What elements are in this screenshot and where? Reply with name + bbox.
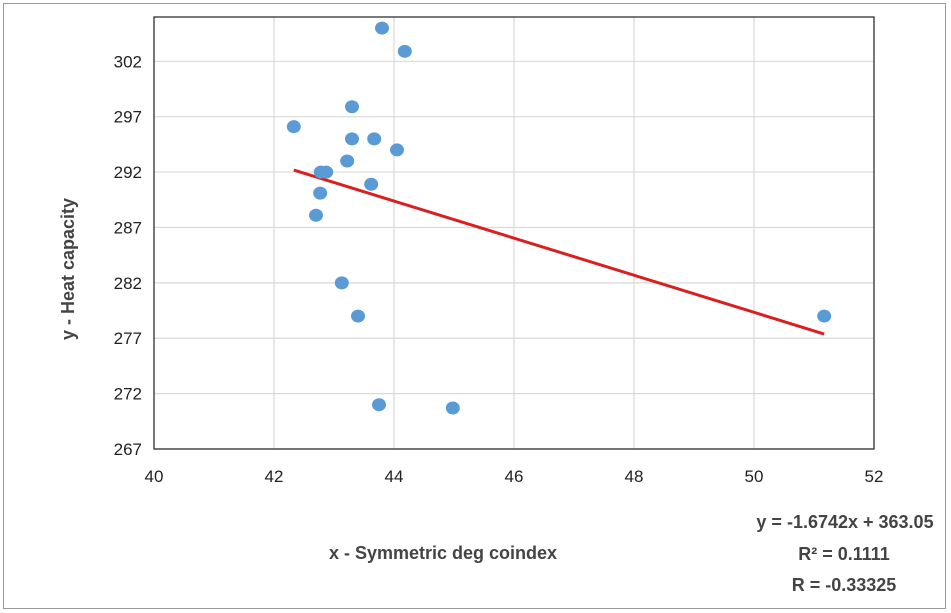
scatter-chart: 40 42 44 46 48 50 52 267272277282287292297302 … xyxy=(4,4,947,610)
x-tick-label-0: 40 xyxy=(145,467,164,486)
data-point-1 xyxy=(398,45,412,58)
y-tick-labels: 267 272 277 282 287 292 297 302 xyxy=(114,52,142,459)
x-tick-label-6: 52 xyxy=(865,467,884,486)
data-point-16 xyxy=(372,398,386,411)
chart-frame: 40 42 44 46 48 50 52 267 272 277 282 287 292 297 302 … xyxy=(3,3,946,609)
data-point-14 xyxy=(351,310,365,323)
y-tick-label-6: 297 xyxy=(114,108,142,127)
x-tick-labels: 40 42 44 46 48 50 52 xyxy=(145,467,884,486)
data-point-7 xyxy=(340,155,354,168)
trendline-equation: y = -1.6742x + 363.05 xyxy=(756,512,933,532)
r-squared-label: R² = 0.1111 xyxy=(798,544,890,564)
y-axis-title: y - Heat capacity xyxy=(58,198,78,340)
x-tick-label-5: 50 xyxy=(745,467,764,486)
data-points xyxy=(287,22,831,415)
y-tick-label-0: 267 xyxy=(114,440,142,459)
data-point-11 xyxy=(313,187,327,200)
y-tick-label-7: 302 xyxy=(114,52,142,71)
data-point-5 xyxy=(367,132,381,145)
y-tick-label-2: 277 xyxy=(114,329,142,348)
x-axis-title: x - Symmetric deg coindex xyxy=(329,543,557,563)
data-point-4 xyxy=(345,132,359,145)
x-tick-label-3: 46 xyxy=(505,467,524,486)
data-point-13 xyxy=(335,276,349,289)
y-tick-label-5: 292 xyxy=(114,163,142,182)
data-point-6 xyxy=(390,143,404,156)
data-point-10 xyxy=(364,178,378,191)
data-point-17 xyxy=(446,402,460,415)
data-point-15 xyxy=(817,310,831,323)
data-point-12 xyxy=(309,209,323,222)
x-tick-label-4: 48 xyxy=(625,467,644,486)
y-tick-label-4: 287 xyxy=(114,218,142,237)
data-point-3 xyxy=(287,120,301,133)
grid-lines xyxy=(154,17,874,449)
data-point-9 xyxy=(319,166,333,179)
data-point-2 xyxy=(345,100,359,113)
r-value-label: R = -0.33325 xyxy=(792,575,897,595)
y-tick-label-1: 272 xyxy=(114,385,142,404)
x-tick-label-2: 44 xyxy=(385,467,404,486)
trendline xyxy=(294,170,824,334)
y-tick-label-3: 282 xyxy=(114,274,142,293)
x-tick-label-1: 42 xyxy=(265,467,284,486)
data-point-0 xyxy=(375,22,389,35)
